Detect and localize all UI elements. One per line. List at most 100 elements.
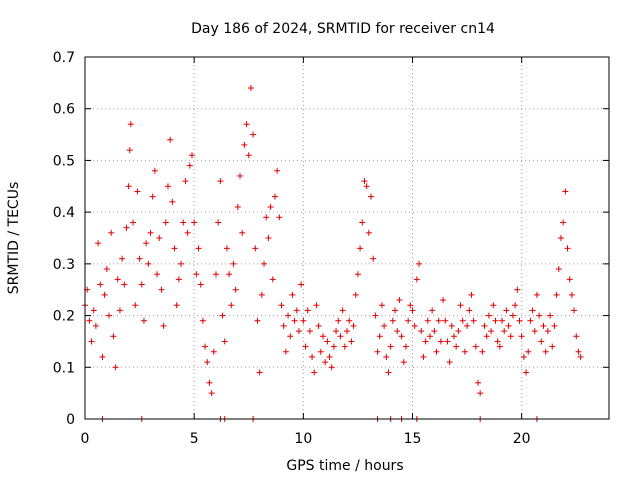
data-point [160,322,167,329]
chart-title: Day 186 of 2024, SRMTID for receiver cn1… [191,21,495,37]
data-point [416,260,423,267]
data-point [407,302,414,309]
data-point [529,307,536,314]
data-point [464,322,471,329]
data-point [193,271,200,278]
data-point [547,312,554,319]
y-tick-label: 0.1 [53,360,75,376]
data-point [333,328,340,335]
data-point [215,219,222,226]
data-point [202,343,209,350]
data-point [108,229,115,236]
data-point [134,188,141,195]
y-tick-label: 0.7 [53,50,75,66]
data-point [475,379,481,386]
x-tick-label: 0 [81,431,90,447]
data-point [520,353,527,360]
data-point [392,307,399,314]
data-point [396,297,403,304]
data-point [523,369,530,376]
data-point [156,235,163,241]
data-point [298,281,305,288]
y-tick-label: 0.4 [53,205,75,221]
data-point [186,162,193,169]
data-point [237,172,244,179]
data-point [405,317,412,324]
data-point [492,317,499,324]
data-point [571,307,578,314]
data-point [542,348,549,355]
data-point [540,322,547,329]
data-point [503,307,510,314]
data-point [422,338,429,345]
data-point [293,307,300,314]
data-point [494,338,501,345]
data-point [276,214,283,221]
data-point [136,255,143,262]
data-point [450,333,457,340]
data-points [82,85,584,422]
data-point [444,338,451,345]
data-point [154,271,161,278]
data-point [385,369,392,376]
data-point [525,348,532,355]
data-point [302,343,309,350]
data-point [470,317,477,324]
data-point [285,312,292,319]
data-point [167,136,174,143]
data-point [455,328,462,335]
data-point [361,178,368,185]
data-point [499,317,506,324]
data-point [433,348,440,355]
data-point [250,131,257,138]
data-point [173,302,180,309]
data-point [317,348,324,355]
data-point [101,291,108,298]
data-point [228,302,235,309]
data-point [496,343,503,350]
y-tick-label: 0.3 [53,257,75,273]
data-point [341,343,348,350]
data-point [389,317,396,324]
data-point [560,219,567,226]
data-point [512,302,519,309]
data-point [446,359,453,366]
data-point [145,260,152,267]
data-point [258,291,265,298]
data-point [536,312,543,319]
data-point [573,333,580,340]
data-point [123,224,130,231]
data-point [300,317,307,324]
y-tick-label: 0.2 [53,309,75,325]
data-point [553,291,560,298]
data-point [151,167,158,174]
data-point [509,312,516,319]
data-point [337,333,344,340]
data-point [191,219,198,226]
data-point [138,281,145,288]
data-point [126,147,133,154]
data-point [544,328,551,335]
data-point [381,322,388,329]
data-point [483,333,490,340]
data-point [411,322,418,329]
data-point [400,359,407,366]
data-point [557,235,564,241]
data-point [261,260,268,267]
data-point [514,286,521,293]
data-point [234,203,241,210]
data-point [171,245,178,252]
data-point [568,291,575,298]
data-point [426,333,433,340]
data-point [88,338,95,345]
data-point [365,229,372,236]
x-tick-label: 20 [513,431,531,447]
data-point [485,312,492,319]
x-tick-label: 5 [190,431,199,447]
data-point [97,281,104,288]
data-point [116,307,123,314]
axis-ticks: 0 0.1 0.2 0.3 0.4 0.5 0.6 0.7 0 5 10 15 20 [53,50,609,447]
data-point [204,359,211,366]
data-point [315,322,322,329]
